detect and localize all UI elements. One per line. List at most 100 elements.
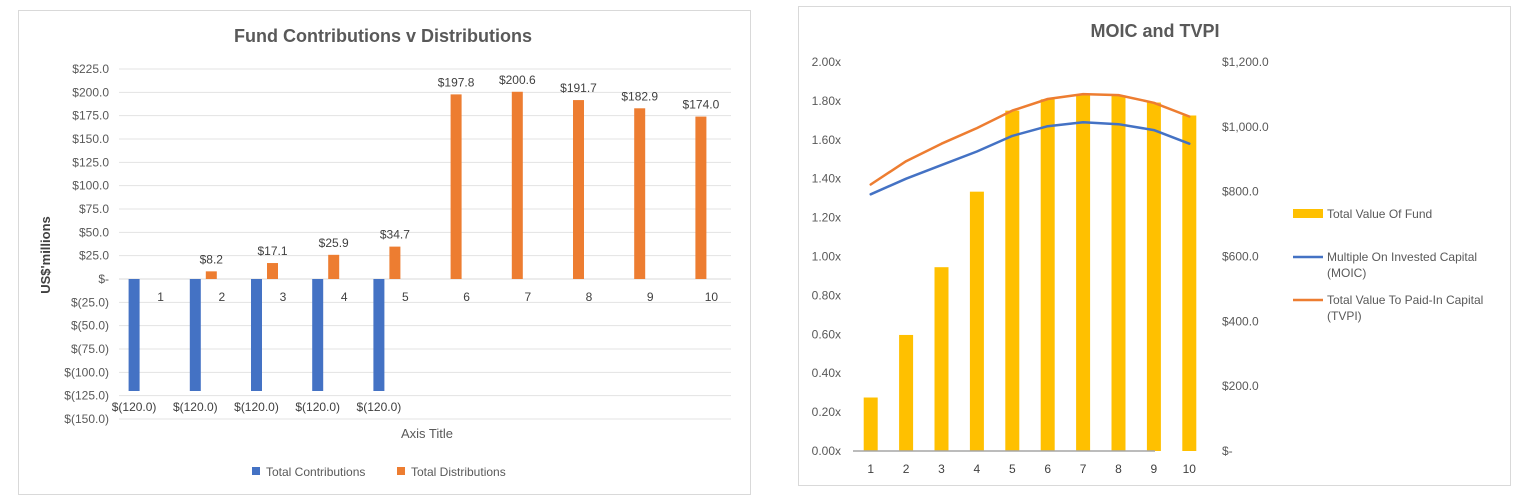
y2-tick-label: $200.0 xyxy=(1222,379,1259,393)
x-tick-label: 6 xyxy=(463,290,470,304)
moic-tvpi-chart: MOIC and TVPI 2.00x 1.80x 1.60x 1.40x 1.20x 1… xyxy=(812,21,1484,476)
x-tick-label: 2 xyxy=(218,290,225,304)
distribution-data-label: $174.0 xyxy=(683,98,720,112)
distribution-data-label: $34.7 xyxy=(380,228,410,242)
x-tick-label: 10 xyxy=(705,290,719,304)
y2-tick-label: $400.0 xyxy=(1222,314,1259,328)
total-value-bar xyxy=(899,334,914,451)
y-tick-label: $(100.0) xyxy=(64,365,109,379)
legend-swatch xyxy=(397,467,405,475)
total-value-bar xyxy=(1005,110,1020,451)
contribution-bar xyxy=(189,279,201,391)
y-tick-label: $75.0 xyxy=(79,202,109,216)
x-tick-label: 1 xyxy=(867,462,874,476)
moic-line xyxy=(869,121,1191,196)
distribution-bar xyxy=(389,246,401,279)
x-tick-label: 6 xyxy=(1044,462,1051,476)
distribution-data-label: $17.1 xyxy=(257,244,287,258)
total-value-bar xyxy=(934,267,949,451)
x-tick-label: 7 xyxy=(524,290,531,304)
y-tick-label: $150.0 xyxy=(72,132,109,146)
contribution-data-label: $(120.0) xyxy=(173,400,218,414)
total-value-bar xyxy=(863,397,878,451)
y-tick-label: 0.80x xyxy=(812,288,841,302)
y2-tick-label: $600.0 xyxy=(1222,250,1259,264)
contributions-chart: Fund Contributions v Distributions $225.… xyxy=(38,26,731,479)
contribution-bar xyxy=(373,279,385,391)
distribution-data-label: $197.8 xyxy=(438,75,475,89)
distribution-data-label: $25.9 xyxy=(319,236,349,250)
legend-swatch xyxy=(252,467,260,475)
x-tick-label: 2 xyxy=(903,462,910,476)
distribution-bar xyxy=(573,100,584,279)
y-tick-label: $225.0 xyxy=(72,62,109,76)
y-axis-title: US$'millions xyxy=(38,216,53,294)
contribution-bar xyxy=(128,279,140,391)
total-value-bar xyxy=(1182,115,1197,452)
y-tick-label: $100.0 xyxy=(72,179,109,193)
total-value-bar xyxy=(1146,102,1161,451)
total-value-bar xyxy=(1040,99,1055,451)
legend: Total Value Of Fund Multiple On Invested … xyxy=(1293,207,1483,323)
y-tick-label: 0.00x xyxy=(812,444,841,458)
distribution-bar xyxy=(634,108,646,279)
distribution-bar xyxy=(267,263,278,279)
distribution-data-label: $200.6 xyxy=(499,73,536,87)
x-tick-label: 10 xyxy=(1183,462,1197,476)
y-tick-label: 1.60x xyxy=(812,133,841,147)
y2-tick-label: $1,000.0 xyxy=(1222,120,1269,134)
legend-label: Total Value Of Fund xyxy=(1327,207,1432,221)
contribution-data-label: $(120.0) xyxy=(295,400,340,414)
y-tick-label: 0.60x xyxy=(812,327,841,341)
legend: Total Contributions Total Distributions xyxy=(252,465,506,479)
y-tick-label: 1.80x xyxy=(812,94,841,108)
distribution-bar xyxy=(695,116,707,279)
y-tick-label: 1.20x xyxy=(812,211,841,225)
x-tick-label: 1 xyxy=(157,290,164,304)
x-tick-label: 5 xyxy=(402,290,409,304)
y2-tick-label: $1,200.0 xyxy=(1222,55,1269,69)
distribution-bar xyxy=(511,91,523,279)
legend-label: Total Value To Paid-In Capital (TVPI) xyxy=(1327,293,1483,323)
y2-tick-label: $800.0 xyxy=(1222,185,1259,199)
x-axis-title: Axis Title xyxy=(401,426,453,441)
y-tick-label: $125.0 xyxy=(72,155,109,169)
x-tick-label: 4 xyxy=(974,462,981,476)
contribution-bar xyxy=(312,279,324,391)
y-tick-label: 1.00x xyxy=(812,250,841,264)
chart-title: MOIC and TVPI xyxy=(1090,21,1219,41)
distribution-data-label: $191.7 xyxy=(560,81,597,95)
distribution-data-label: $8.2 xyxy=(200,252,224,266)
y-tick-label: $200.0 xyxy=(72,85,109,99)
y-tick-label: $50.0 xyxy=(79,225,109,239)
y-tick-label: $175.0 xyxy=(72,109,109,123)
x-tick-label: 3 xyxy=(280,290,287,304)
x-tick-label: 9 xyxy=(1151,462,1158,476)
y-tick-label: $(50.0) xyxy=(71,319,109,333)
y-tick-label: $25.0 xyxy=(79,249,109,263)
total-value-bar xyxy=(1076,94,1091,452)
distribution-data-label: $182.9 xyxy=(621,89,658,103)
y2-tick-label: $- xyxy=(1222,444,1233,458)
contribution-data-label: $(120.0) xyxy=(234,400,279,414)
legend-label: Total Distributions xyxy=(411,465,506,479)
y-tick-label: 0.40x xyxy=(812,366,841,380)
total-value-bar xyxy=(1111,95,1126,452)
x-tick-label: 5 xyxy=(1009,462,1016,476)
y-tick-label: $(25.0) xyxy=(71,295,109,309)
legend-label: Total Contributions xyxy=(266,465,365,479)
distribution-bar xyxy=(450,94,462,280)
y-tick-label: 1.40x xyxy=(812,172,841,186)
distribution-bar xyxy=(328,254,340,279)
contribution-bar xyxy=(251,279,262,391)
y-tick-label: 0.20x xyxy=(812,405,841,419)
total-value-bar xyxy=(969,191,984,451)
y-tick-label: $(125.0) xyxy=(64,389,109,403)
y-tick-label: $(75.0) xyxy=(71,342,109,356)
legend-swatch-total-value xyxy=(1293,209,1323,218)
distribution-bar xyxy=(205,271,217,279)
legend-label: Multiple On Invested Capital (MOIC) xyxy=(1327,250,1477,280)
x-tick-label: 9 xyxy=(647,290,654,304)
chart-title: Fund Contributions v Distributions xyxy=(234,26,532,46)
x-tick-label: 4 xyxy=(341,290,348,304)
